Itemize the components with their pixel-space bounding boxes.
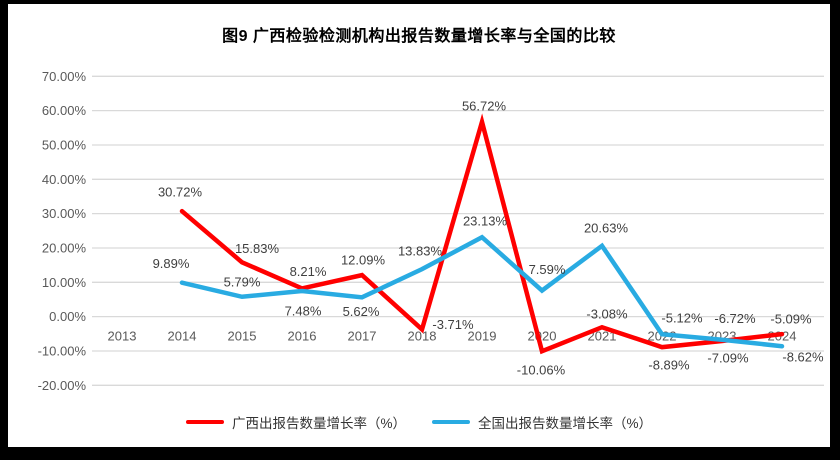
- data-label: -8.62%: [782, 350, 824, 365]
- data-label: -5.09%: [770, 312, 812, 327]
- data-label: 56.72%: [462, 98, 507, 113]
- x-axis-label: 2020: [528, 329, 557, 344]
- legend-label-national: 全国出报告数量增长率（%）: [478, 416, 653, 431]
- legend: 广西出报告数量增长率（%） 全国出报告数量增长率（%）: [8, 412, 830, 432]
- x-axis-label: 2016: [288, 329, 317, 344]
- series-line-guangxi: [179, 113, 785, 355]
- x-axis-label: 2017: [348, 329, 377, 344]
- data-label: -3.08%: [586, 307, 628, 322]
- data-label: -3.71%: [432, 317, 474, 332]
- x-axis-label: 2019: [468, 329, 497, 344]
- y-axis-label: 60.00%: [42, 103, 87, 118]
- data-label: -7.09%: [707, 350, 749, 365]
- y-axis-label: 70.00%: [42, 69, 87, 84]
- x-axis-label: 2014: [168, 329, 197, 344]
- legend-item-national: 全国出报告数量增长率（%）: [432, 412, 652, 432]
- x-axis-label: 2018: [408, 329, 437, 344]
- y-axis-label: 50.00%: [42, 137, 87, 152]
- data-label: 7.59%: [529, 262, 566, 277]
- data-label: -6.72%: [714, 311, 756, 326]
- y-axis-label: -10.00%: [38, 343, 87, 358]
- chart-title: 图9 广西检验检测机构出报告数量增长率与全国的比较: [222, 28, 616, 45]
- y-axis-label: -20.00%: [38, 378, 87, 393]
- data-label: -5.12%: [661, 311, 703, 326]
- data-label: 13.83%: [398, 244, 443, 259]
- data-label: -10.06%: [517, 363, 566, 378]
- y-axis-label: 0.00%: [49, 309, 86, 324]
- data-label: 30.72%: [158, 185, 203, 200]
- data-label: 20.63%: [584, 220, 629, 235]
- data-label: 5.79%: [224, 274, 261, 289]
- data-label: 23.13%: [463, 214, 508, 229]
- plot-area: 70.00% 60.00% 50.00% 40.00% 30.00% 20.00% 10.0…: [38, 69, 824, 393]
- x-axis-label: 2013: [108, 329, 137, 344]
- guangxi-line-swatch: [185, 420, 224, 424]
- data-label: 15.83%: [235, 241, 280, 256]
- x-axis-label: 2015: [228, 329, 257, 344]
- series-line-national: [179, 234, 785, 349]
- national-line-swatch: [432, 420, 470, 424]
- y-axis-label: 30.00%: [42, 206, 87, 221]
- y-axis-label: 20.00%: [42, 240, 87, 255]
- legend-label-guangxi: 广西出报告数量增长率（%）: [231, 416, 406, 431]
- data-label: -8.89%: [648, 358, 690, 373]
- data-label: 12.09%: [341, 253, 386, 268]
- data-label: 7.48%: [285, 303, 322, 318]
- y-axis-label: 10.00%: [42, 275, 87, 290]
- y-axis-label: 40.00%: [42, 172, 87, 187]
- data-label: 9.89%: [153, 256, 190, 271]
- data-label: 5.62%: [343, 304, 380, 319]
- data-label: 8.21%: [290, 264, 327, 279]
- legend-item-guangxi: 广西出报告数量增长率（%）: [185, 412, 406, 432]
